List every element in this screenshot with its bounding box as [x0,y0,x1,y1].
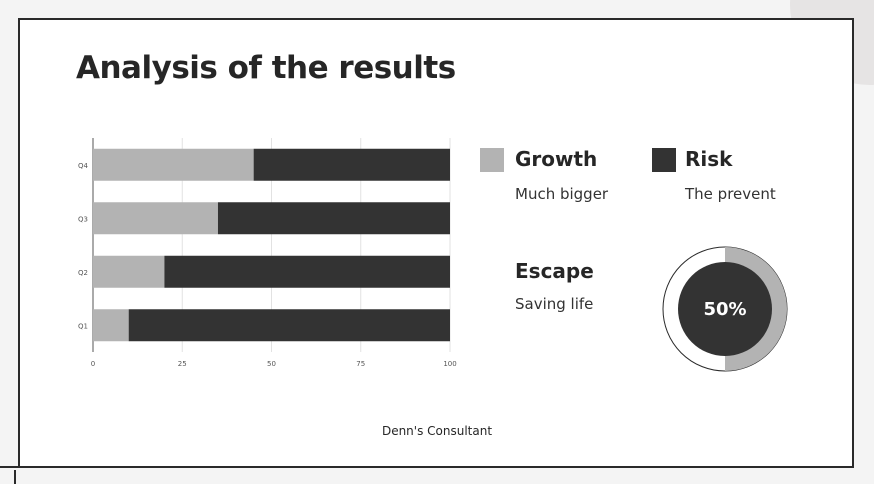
bar-growth-q2 [93,255,165,288]
slide [18,18,854,468]
bar-risk-q4 [253,148,450,181]
stacked-bar-chart: 0 25 50 75 100 Q1 Q2 Q3 Q4 [78,138,457,368]
bar-risk-q3 [217,202,450,235]
x-tick-label: 0 [91,360,95,368]
progress-donut: 50% [662,246,788,372]
x-tick-label: 50 [267,360,276,368]
bar-growth-q4 [93,148,254,181]
bar-growth-q3 [93,202,218,235]
growth-legend-subtitle: Much bigger [515,185,609,203]
x-tick-label: 100 [443,360,456,368]
footer-text: Denn's Consultant [381,424,493,438]
growth-legend-swatch [480,148,504,172]
donut-value-label: 50% [703,299,746,320]
decorative-line [0,466,18,468]
risk-legend-label: Risk [685,147,733,171]
risk-legend-swatch [652,148,676,172]
x-tick-label: 75 [356,360,365,368]
bar-growth-q1 [93,309,129,342]
slide-title: Analysis of the results [76,50,456,86]
bar-risk-q1 [128,309,450,342]
escape-subtitle: Saving life [515,295,594,313]
risk-legend-subtitle: The prevent [685,185,776,203]
decorative-line-vertical [14,470,16,484]
y-tick-label: Q3 [78,215,88,223]
escape-label: Escape [515,259,594,283]
bar-risk-q2 [164,255,450,288]
growth-legend-label: Growth [515,147,598,171]
y-tick-label: Q4 [78,162,89,170]
donut-center [678,262,772,356]
x-tick-label: 25 [178,360,187,368]
y-tick-label: Q2 [78,269,88,277]
y-tick-label: Q1 [78,322,88,330]
